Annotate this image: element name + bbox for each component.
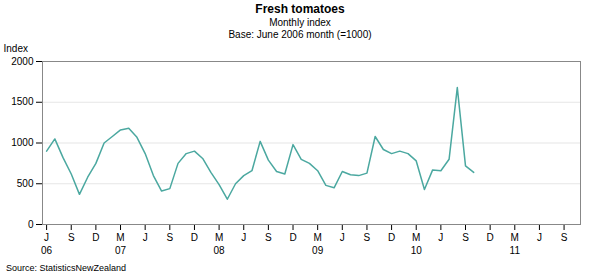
svg-text:J: J bbox=[340, 232, 345, 243]
svg-text:S: S bbox=[462, 232, 469, 243]
svg-text:S: S bbox=[265, 232, 272, 243]
svg-text:S: S bbox=[68, 232, 75, 243]
html-text:Monthly index: Monthly index bbox=[269, 17, 331, 28]
svg-text:S: S bbox=[561, 232, 568, 243]
svg-text:D: D bbox=[92, 232, 99, 243]
svg-text:08: 08 bbox=[214, 245, 226, 256]
svg-text:10: 10 bbox=[411, 245, 423, 256]
svg-text:D: D bbox=[388, 232, 395, 243]
svg-text:M: M bbox=[116, 232, 124, 243]
svg-text:500: 500 bbox=[17, 178, 34, 189]
svg-text:M: M bbox=[412, 232, 420, 243]
svg-text:J: J bbox=[537, 232, 542, 243]
svg-text:J: J bbox=[44, 232, 49, 243]
svg-text:D: D bbox=[191, 232, 198, 243]
html-text:Fresh tomatoes: Fresh tomatoes bbox=[255, 2, 345, 16]
svg-text:D: D bbox=[289, 232, 296, 243]
svg-text:1000: 1000 bbox=[11, 137, 34, 148]
svg-text:M: M bbox=[313, 232, 321, 243]
svg-text:S: S bbox=[364, 232, 371, 243]
svg-text:2000: 2000 bbox=[11, 56, 34, 67]
svg-text:0: 0 bbox=[28, 219, 34, 230]
svg-text:09: 09 bbox=[312, 245, 324, 256]
svg-text:S: S bbox=[166, 232, 173, 243]
svg-text:M: M bbox=[511, 232, 519, 243]
svg-text:J: J bbox=[438, 232, 443, 243]
html-text:Source: StatisticsNewZealand: Source: StatisticsNewZealand bbox=[6, 263, 127, 273]
svg-text:Index: Index bbox=[4, 43, 28, 54]
svg-text:06: 06 bbox=[41, 245, 53, 256]
svg-text:11: 11 bbox=[510, 245, 521, 256]
svg-text:J: J bbox=[241, 232, 246, 243]
svg-text:1500: 1500 bbox=[11, 96, 34, 107]
svg-text:M: M bbox=[215, 232, 223, 243]
svg-text:J: J bbox=[143, 232, 148, 243]
html-text:Base: June 2006 month (=1000): Base: June 2006 month (=1000) bbox=[228, 29, 372, 40]
svg-text:07: 07 bbox=[115, 245, 127, 256]
svg-text:D: D bbox=[487, 232, 494, 243]
